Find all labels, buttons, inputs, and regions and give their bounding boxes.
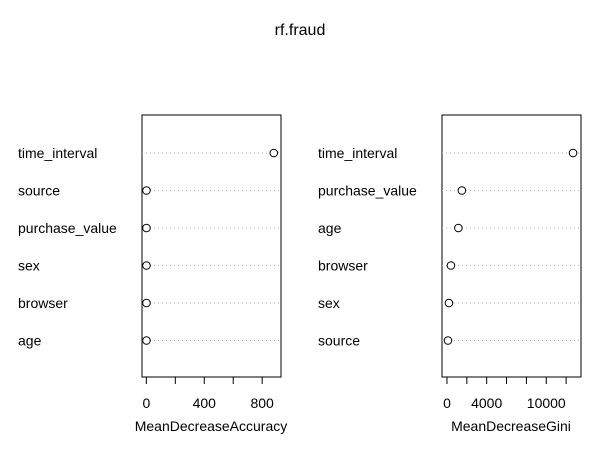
x-tick-label: 10000 — [527, 395, 566, 411]
data-point — [454, 223, 463, 233]
data-point — [142, 336, 151, 345]
category-label: browser — [18, 295, 68, 311]
plot-frame — [441, 114, 582, 378]
category-label: age — [18, 333, 42, 349]
data-point — [457, 186, 467, 195]
x-axis-label: MeanDecreaseAccuracy — [135, 418, 288, 434]
data-point — [142, 186, 151, 195]
category-label: purchase_value — [318, 183, 417, 199]
data-point — [568, 148, 578, 158]
data-point — [142, 261, 151, 270]
data-point — [142, 223, 151, 233]
category-label: time_interval — [318, 145, 397, 161]
chart-title: rf.fraud — [275, 22, 326, 39]
x-tick-label: 800 — [250, 395, 274, 411]
category-label: source — [318, 333, 360, 349]
data-point — [446, 261, 456, 270]
category-label: time_interval — [18, 145, 97, 161]
x-tick-label: 4000 — [471, 395, 502, 411]
data-point — [269, 148, 279, 158]
category-label: sex — [18, 258, 40, 274]
category-label: source — [18, 183, 60, 199]
x-tick-label: 0 — [142, 395, 150, 411]
category-label: age — [318, 220, 342, 236]
data-point — [444, 298, 454, 308]
x-axis-label: MeanDecreaseGini — [451, 418, 571, 434]
category-label: purchase_value — [18, 220, 117, 236]
category-label: browser — [318, 258, 368, 274]
category-label: sex — [318, 295, 340, 311]
plot-frame — [141, 114, 282, 378]
data-point — [443, 336, 453, 345]
data-point — [142, 298, 151, 308]
x-tick-label: 400 — [193, 395, 217, 411]
x-tick-label: 0 — [443, 395, 451, 411]
